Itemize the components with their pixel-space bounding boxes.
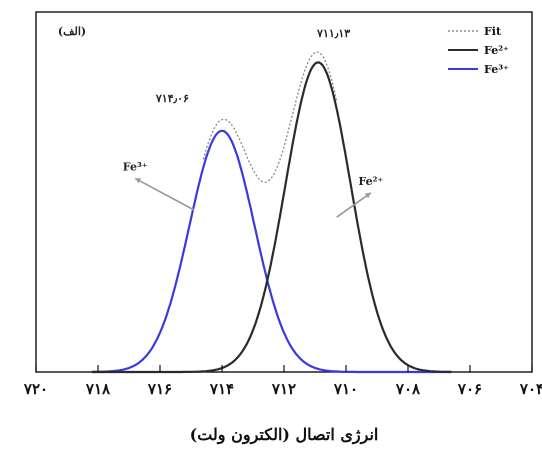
- x-tick-label: ۷۱۸: [85, 380, 111, 398]
- x-tick-label: ۷۱۴: [209, 380, 234, 398]
- annotation-label: Fe³⁺: [123, 160, 148, 173]
- x-axis-title: انرژی اتصال (الکترون ولت): [190, 425, 379, 445]
- x-tick-label: ۷۱۲: [271, 380, 296, 398]
- series-fe3-line: [91, 129, 452, 374]
- series-fe2-line: [91, 61, 452, 374]
- curves: [91, 51, 452, 374]
- x-tick-label: ۷۱۶: [147, 380, 172, 398]
- legend-label: Fe²⁺: [484, 44, 509, 57]
- annotation-arrow: [134, 177, 195, 211]
- annotation-label: ۷۱۴٫۰۶: [155, 92, 189, 105]
- legend: Fit Fe²⁺ Fe³⁺: [448, 25, 509, 76]
- panel-label: (الف): [58, 25, 86, 38]
- annotations: ۷۱۱٫۱۳ ۷۱۴٫۰۶ Fe³⁺ Fe²⁺: [123, 27, 383, 218]
- annotation-label: Fe²⁺: [358, 175, 383, 188]
- annotation-arrowhead: [135, 178, 142, 184]
- x-tick-label: ۷۲۰: [23, 380, 48, 398]
- x-tick-label: ۷۰۴: [519, 380, 542, 398]
- legend-label: Fe³⁺: [484, 63, 509, 76]
- annotation-label: ۷۱۱٫۱۳: [316, 27, 350, 40]
- series-fit-line: [202, 51, 338, 183]
- x-tick-label: ۷۱۰: [333, 380, 358, 398]
- x-tick-label: ۷۰۸: [395, 380, 421, 398]
- annotation-arrow: [336, 192, 372, 218]
- x-ticks: ۷۲۰ ۷۱۸ ۷۱۶ ۷۱۴ ۷۱۲ ۷۱۰ ۷۰۸ ۷۰۶ ۷۰۴: [23, 365, 542, 398]
- x-tick-label: ۷۰۶: [457, 380, 482, 398]
- legend-label: Fit: [484, 25, 502, 38]
- annotation-arrowhead: [364, 192, 371, 199]
